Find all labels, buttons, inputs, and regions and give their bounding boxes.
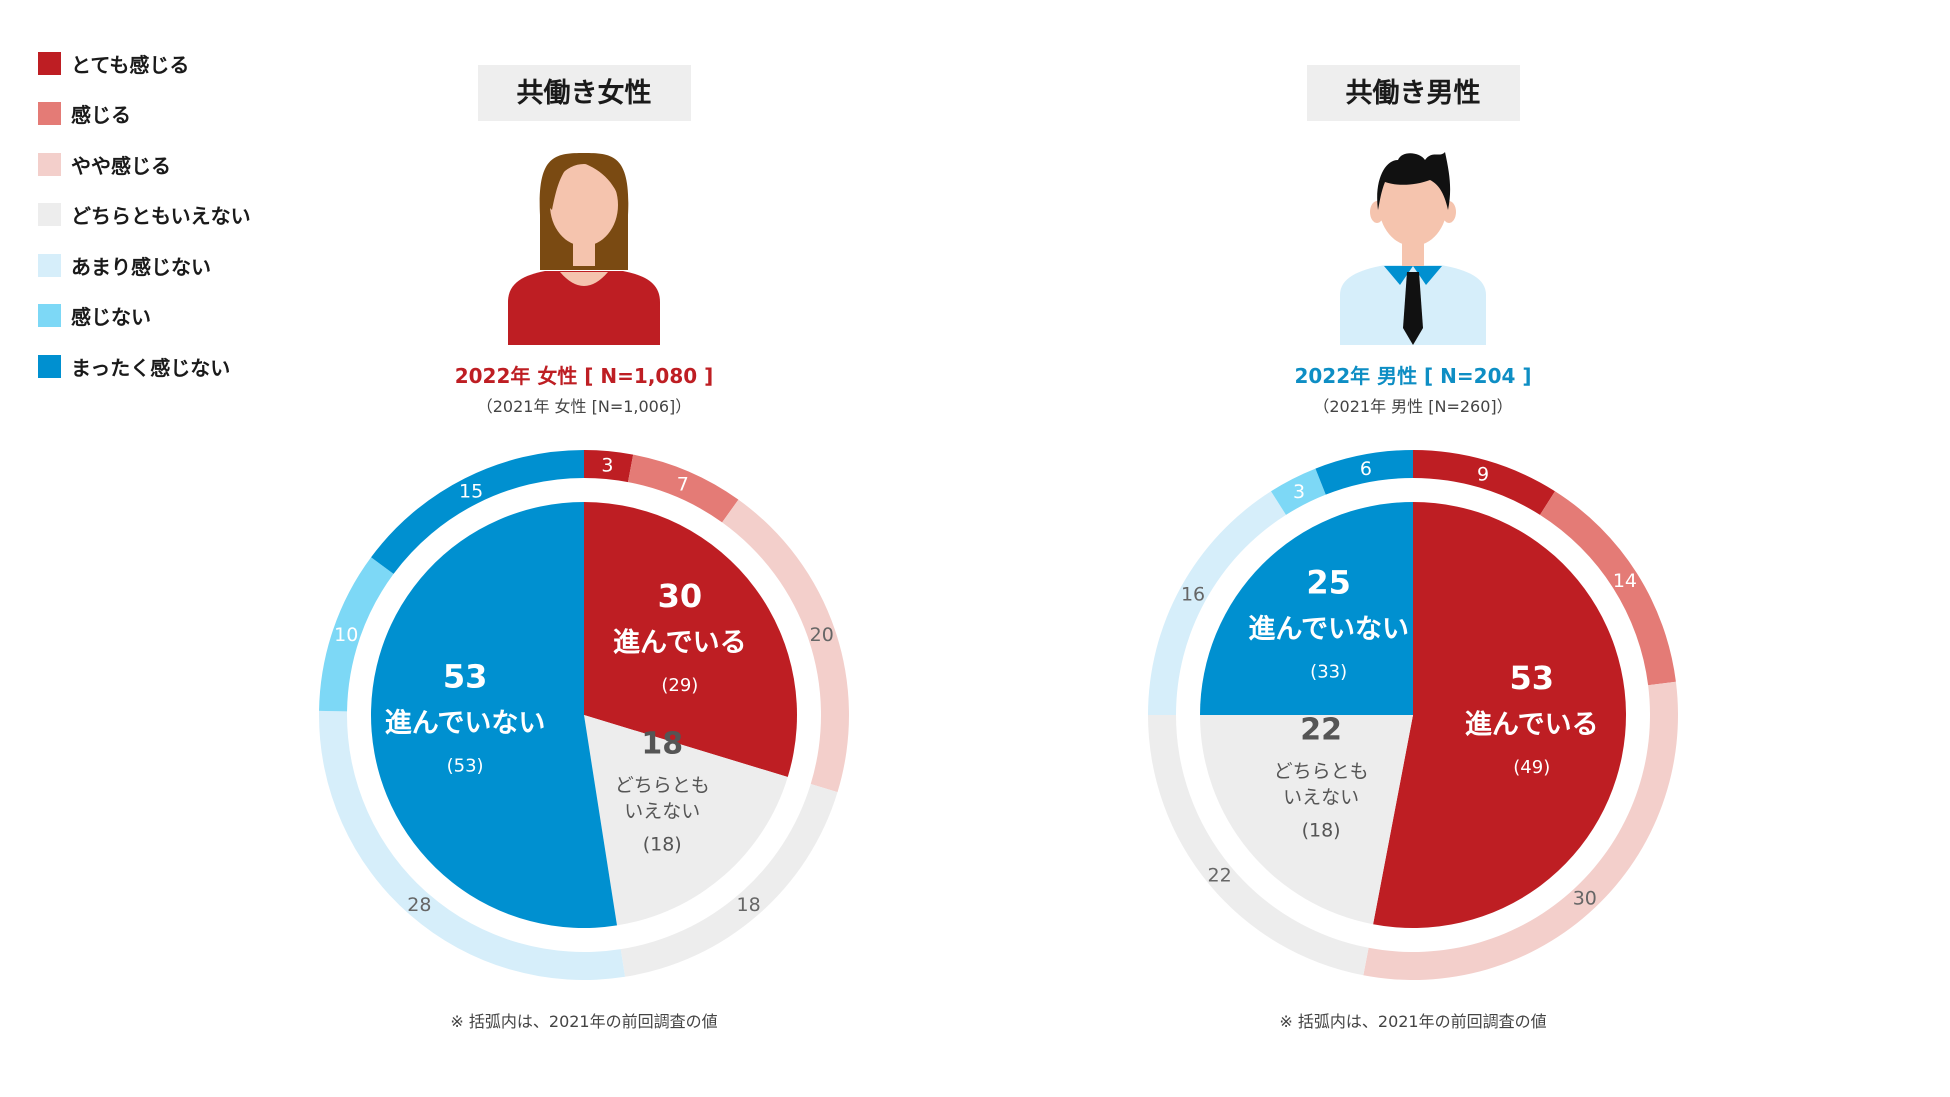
pie-label: どちらとも [615, 775, 710, 797]
ring-segment [627, 454, 739, 523]
pie-prev-value: (53) [447, 755, 484, 776]
pie-label: 進んでいる [1465, 710, 1599, 741]
ring-value-label: 30 [1573, 887, 1597, 909]
pie-slice [584, 502, 797, 778]
inner-pie-women: 30 進んでいる (29) 18 どちらともいえない (18) 53 進んでいない (53) [371, 502, 797, 928]
ring-segment [1413, 450, 1555, 515]
man-avatar [1340, 152, 1486, 345]
pie-label: いえない [624, 801, 700, 823]
ring-value-label: 20 [810, 624, 834, 646]
legend-label: まったく感じない [71, 355, 231, 380]
pie-label: どちらとも [1274, 761, 1369, 783]
pie-label: いえない [1283, 787, 1359, 809]
subtitle-2022-men: 2022年 男性 [ N=204 ] [1294, 364, 1531, 388]
pie-prev-value: (18) [643, 834, 682, 856]
legend-item: 感じない [38, 291, 251, 342]
pie-value: 25 [1306, 564, 1351, 602]
legend-item: とても感じる [38, 38, 251, 89]
pie-slice [584, 715, 788, 926]
pie-label: 進んでいない [1248, 614, 1409, 645]
subtitle-2021-men: （2021年 男性 [N=260]） [1313, 397, 1512, 416]
ring-segment [1148, 491, 1287, 715]
ring-segment [1148, 715, 1369, 976]
ring-value-label: 7 [677, 474, 689, 496]
ring-value-label: 10 [334, 624, 358, 646]
ring-segment [722, 499, 849, 793]
pie-slice [1200, 502, 1413, 715]
inner-pie-men: 53 進んでいる (49) 22 どちらともいえない (18) 25 進んでいない (33) [1200, 502, 1627, 928]
woman-avatar [508, 153, 660, 345]
legend: とても感じる 感じるやや感じるどちらともいえない あまり感じない 感じないまったく感じ… [38, 38, 251, 392]
chart-title-women: 共働き女性 [517, 77, 652, 109]
legend-label: どちらともいえない [71, 204, 251, 229]
ring-segment [584, 450, 634, 483]
legend-label: 感じない [71, 305, 151, 330]
ring-segment [319, 710, 626, 980]
ring-value-label: 9 [1477, 463, 1489, 485]
pie-slice [371, 502, 617, 928]
pie-slice [1200, 715, 1413, 925]
ring-segment [371, 450, 584, 574]
subtitle-2022-women: 2022年 女性 [ N=1,080 ] [455, 364, 714, 388]
legend-label: 感じる [71, 103, 131, 128]
ring-segment [620, 784, 838, 977]
legend-swatch [38, 51, 61, 75]
legend-item: まったく感じない [38, 341, 251, 392]
pie-value: 18 [641, 727, 683, 762]
panel-women: 共働き女性 2022年 女性 [ N=1,080 ] （2021年 女性 [N=… [319, 65, 849, 1031]
ring-value-label: 14 [1613, 570, 1637, 592]
pie-prev-value: (29) [661, 675, 698, 696]
outer-ring-men: 9 14 30 22 16 3 6 [1148, 450, 1678, 980]
legend-item: 感じる [38, 89, 251, 140]
legend-label: あまり感じない [71, 254, 211, 279]
pie-prev-value: (18) [1302, 820, 1341, 842]
footnote-men: ※ 括弧内は、2021年の前回調査の値 [1279, 1012, 1546, 1031]
legend-label: やや感じる [71, 153, 171, 178]
panel-men: 共働き男性 2022年 男性 [ N=204 ] （2021年 男性 [N=26… [1148, 65, 1678, 1031]
pie-value: 53 [443, 657, 488, 695]
ring-segment [1315, 450, 1413, 495]
legend-swatch [38, 102, 61, 126]
pie-label: 進んでいる [613, 627, 747, 658]
pie-value: 30 [658, 577, 703, 615]
pie-prev-value: (49) [1513, 757, 1550, 778]
legend-item: どちらともいえない [38, 190, 251, 241]
ring-value-label: 22 [1208, 864, 1232, 886]
pie-value: 53 [1509, 659, 1554, 697]
outer-ring-women: 3 7 20 18 28 10 15 [319, 450, 849, 980]
pie-prev-value: (33) [1310, 662, 1347, 683]
subtitle-2021-women: （2021年 女性 [N=1,006]） [477, 397, 692, 416]
legend-swatch [38, 152, 61, 176]
ring-value-label: 3 [601, 455, 613, 477]
legend-item: やや感じる [38, 139, 251, 190]
ring-segment [1539, 491, 1676, 686]
chart-title-men: 共働き男性 [1346, 78, 1481, 109]
title-box-women [478, 65, 691, 121]
ring-segment [319, 557, 394, 712]
ring-value-label: 3 [1293, 481, 1305, 503]
legend-label: とても感じる [71, 52, 190, 77]
title-box-men [1307, 65, 1520, 121]
ring-value-label: 6 [1360, 458, 1372, 480]
legend-item: あまり感じない [38, 240, 251, 291]
pie-slice [1373, 502, 1627, 928]
legend-swatch [38, 354, 61, 378]
ring-value-label: 16 [1181, 584, 1205, 606]
legend-swatch [38, 203, 61, 227]
legend-swatch [38, 253, 61, 277]
ring-segment [1271, 468, 1326, 515]
ring-value-label: 28 [407, 894, 431, 916]
legend-swatch [38, 304, 61, 328]
ring-value-label: 15 [459, 480, 483, 502]
pie-label: 進んでいない [385, 708, 546, 739]
ring-value-label: 18 [737, 894, 761, 916]
footnote-women: ※ 括弧内は、2021年の前回調査の値 [450, 1012, 717, 1031]
pie-value: 22 [1300, 713, 1342, 748]
